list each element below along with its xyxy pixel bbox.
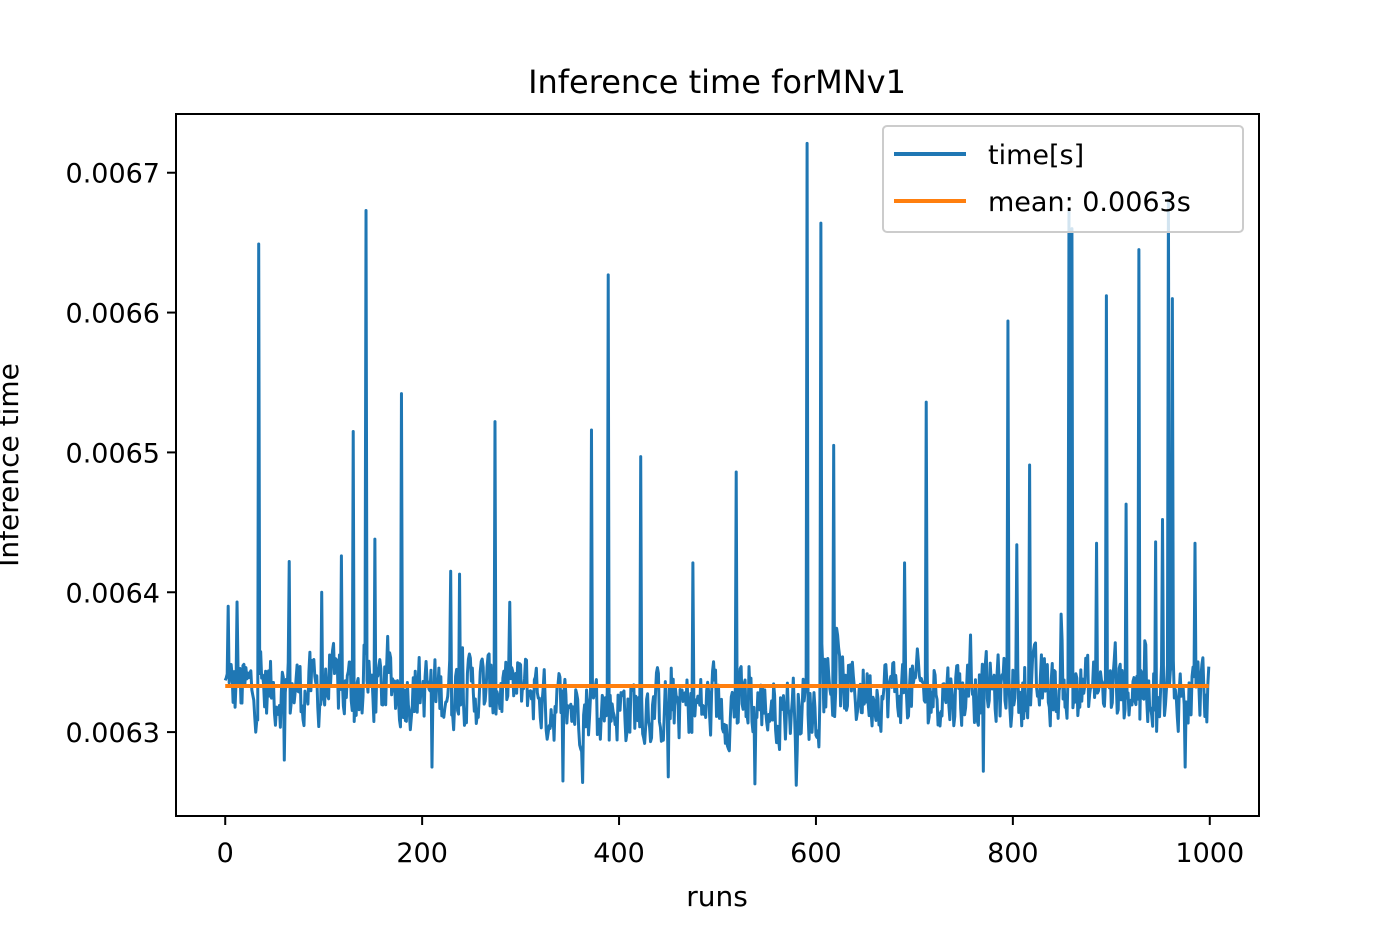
x-axis-label: runs: [686, 880, 748, 913]
time-series-path: [223, 141, 1211, 787]
y-tick-label: 0.0066: [66, 299, 160, 330]
series-time-line: [223, 141, 1211, 787]
x-tick-label: 200: [396, 838, 448, 869]
legend-time-label: time[s]: [988, 140, 1084, 171]
plot-area: [223, 141, 1211, 787]
y-tick-label: 0.0064: [66, 578, 160, 609]
x-tick-label: 600: [790, 838, 842, 869]
axes-frame: [175, 113, 1260, 817]
y-axis-ticks: 0.0063 0.0064 0.0065 0.0066 0.0067: [66, 159, 176, 749]
y-tick-label: 0.0065: [66, 438, 160, 469]
legend-mean-label: mean: 0.0063s: [988, 187, 1191, 218]
legend: time[s] mean: 0.0063s: [882, 125, 1244, 233]
x-tick-label: 800: [987, 838, 1039, 869]
x-tick-label: 1000: [1175, 838, 1244, 869]
x-tick-label: 400: [593, 838, 645, 869]
y-tick-label: 0.0067: [66, 159, 160, 190]
y-tick-label: 0.0063: [66, 718, 160, 749]
legend-box: [882, 125, 1244, 233]
x-axis-ticks: 0 200 400 600 800 1000: [217, 816, 1244, 869]
y-axis-label: Inference time: [0, 363, 25, 567]
chart-title: Inference time forMNv1: [528, 63, 906, 101]
x-tick-label: 0: [217, 838, 234, 869]
